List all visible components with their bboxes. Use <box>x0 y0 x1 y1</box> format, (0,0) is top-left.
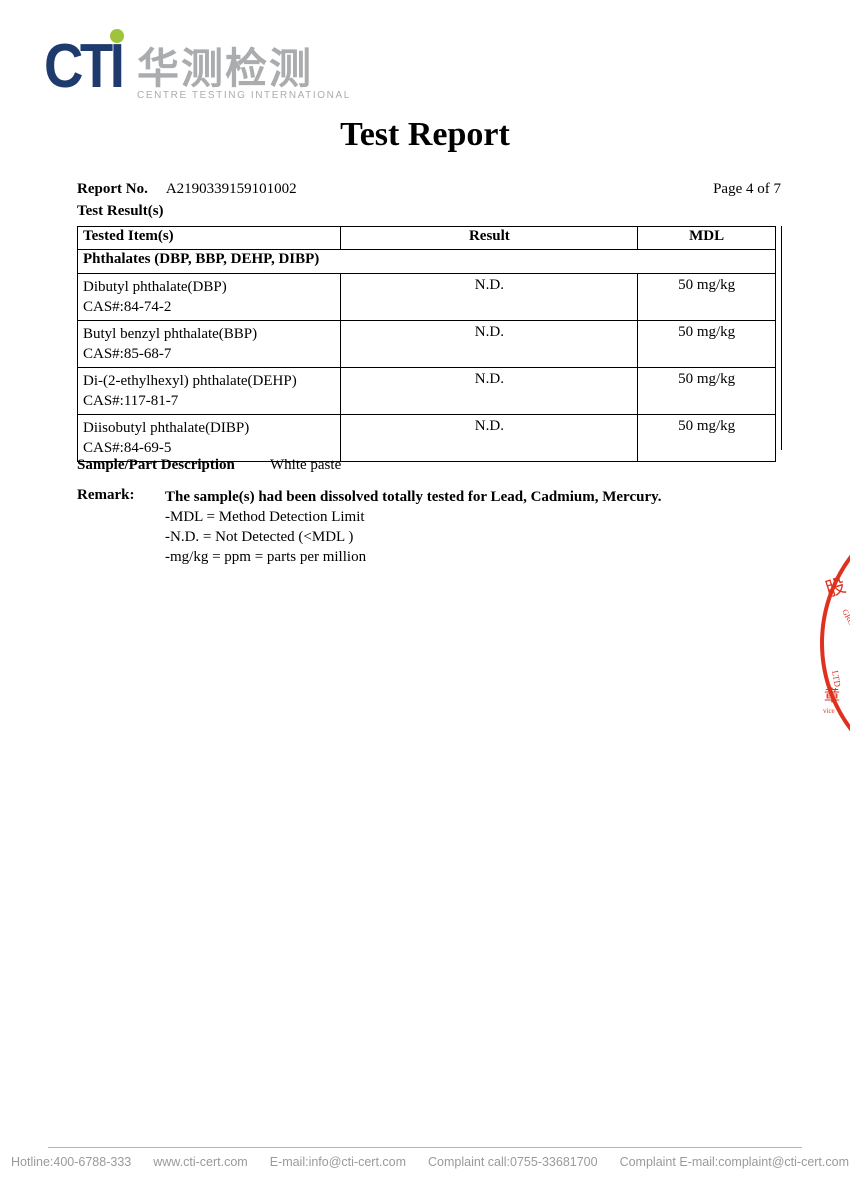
tested-item-cas: CAS#:117-81-7 <box>83 393 179 409</box>
sample-description-value: White paste <box>270 457 342 473</box>
footer-email: E-mail:info@cti-cert.com <box>269 1155 407 1169</box>
results-table: Tested Item(s) Result MDL Phthalates (DB… <box>76 226 776 462</box>
result-value: N.D. <box>340 320 639 368</box>
tested-item-cas: CAS#:84-74-2 <box>83 299 172 315</box>
svg-text:GROUP: GROUP <box>840 608 850 637</box>
svg-text:LTD.: LTD. <box>830 670 843 690</box>
tested-item-name: Diisobutyl phthalate(DIBP) <box>83 420 250 436</box>
cti-logo: CTI 华测检测 CENTRE TESTING INTERNATIONAL <box>44 28 349 104</box>
table-group-row: Phthalates (DBP, BBP, DEHP, DIBP) <box>77 249 776 274</box>
remark-line: -mg/kg = ppm = parts per million <box>165 549 367 565</box>
mdl-value: 50 mg/kg <box>637 414 776 462</box>
report-no-value: A2190339159101002 <box>165 181 297 197</box>
remark-label: Remark: <box>77 487 135 503</box>
tested-item-name: Dibutyl phthalate(DBP) <box>83 279 227 295</box>
tested-item-name: Butyl benzyl phthalate(BBP) <box>83 326 258 342</box>
result-value: N.D. <box>340 367 639 415</box>
remark-line: -MDL = Method Detection Limit <box>165 509 365 525</box>
svg-text:章: 章 <box>824 687 840 705</box>
column-header-tested-items: Tested Item(s) <box>76 226 342 250</box>
result-value: N.D. <box>340 414 639 462</box>
cti-logo-letters: CTI <box>44 32 125 101</box>
sample-part-description: Sample/Part Description White paste <box>77 457 341 474</box>
mdl-value: 50 mg/kg <box>637 320 776 368</box>
table-outer-right-border <box>781 226 782 450</box>
cti-logo-english-name: CENTRE TESTING INTERNATIONAL <box>137 90 351 101</box>
mdl-value: 50 mg/kg <box>637 273 776 321</box>
remark-block: Remark: The sample(s) had been dissolved… <box>77 487 662 567</box>
footer: Hotline:400-6788-333 www.cti-cert.com E-ma… <box>0 1155 850 1169</box>
tested-item-name: Di-(2-ethylhexyl) phthalate(DEHP) <box>83 373 297 389</box>
column-header-mdl: MDL <box>637 226 776 250</box>
column-header-result: Result <box>340 226 639 250</box>
table-row: Di-(2-ethylhexyl) phthalate(DEHP) CAS#:1… <box>76 367 776 415</box>
table-header-row: Tested Item(s) Result MDL <box>76 226 776 250</box>
footer-website: www.cti-cert.com <box>153 1155 248 1169</box>
footer-hotline: Hotline:400-6788-333 <box>11 1155 132 1169</box>
svg-text:vice: vice <box>823 707 835 715</box>
tested-item-cas: CAS#:85-68-7 <box>83 346 172 362</box>
footer-complaint-call: Complaint call:0755-33681700 <box>428 1155 598 1169</box>
table-row: Butyl benzyl phthalate(BBP) CAS#:85-68-7… <box>76 320 776 368</box>
result-value: N.D. <box>340 273 639 321</box>
report-meta: Report No. A2190339159101002 Page 4 of 7 <box>77 181 781 198</box>
cti-logo-chinese-name: 华测检测 <box>137 45 314 92</box>
footer-divider <box>48 1147 802 1148</box>
test-results-heading: Test Result(s) <box>77 203 164 219</box>
remark-line: -N.D. = Not Detected (<MDL ) <box>165 529 354 545</box>
remark-line: The sample(s) had been dissolved totally… <box>165 489 662 505</box>
cti-logo-green-dot-icon <box>110 29 124 43</box>
mdl-value: 50 mg/kg <box>637 367 776 415</box>
page-number: Page 4 of 7 <box>713 181 781 197</box>
group-header-phthalates: Phthalates (DBP, BBP, DEHP, DIBP) <box>77 249 776 274</box>
table-row: Dibutyl phthalate(DBP) CAS#:84-74-2 N.D.… <box>76 273 776 321</box>
table-row: Diisobutyl phthalate(DIBP) CAS#:84-69-5 … <box>76 414 776 462</box>
report-no-label: Report No. <box>77 181 148 197</box>
svg-text:股: 股 <box>823 575 849 602</box>
page-title: Test Report <box>340 116 510 153</box>
footer-complaint-email: Complaint E-mail:complaint@cti-cert.com <box>619 1155 849 1169</box>
sample-description-label: Sample/Part Description <box>77 457 235 473</box>
tested-item-cas: CAS#:84-69-5 <box>83 440 172 456</box>
red-stamp-icon: 股 GROUP LTD. 章 vice <box>820 554 850 732</box>
